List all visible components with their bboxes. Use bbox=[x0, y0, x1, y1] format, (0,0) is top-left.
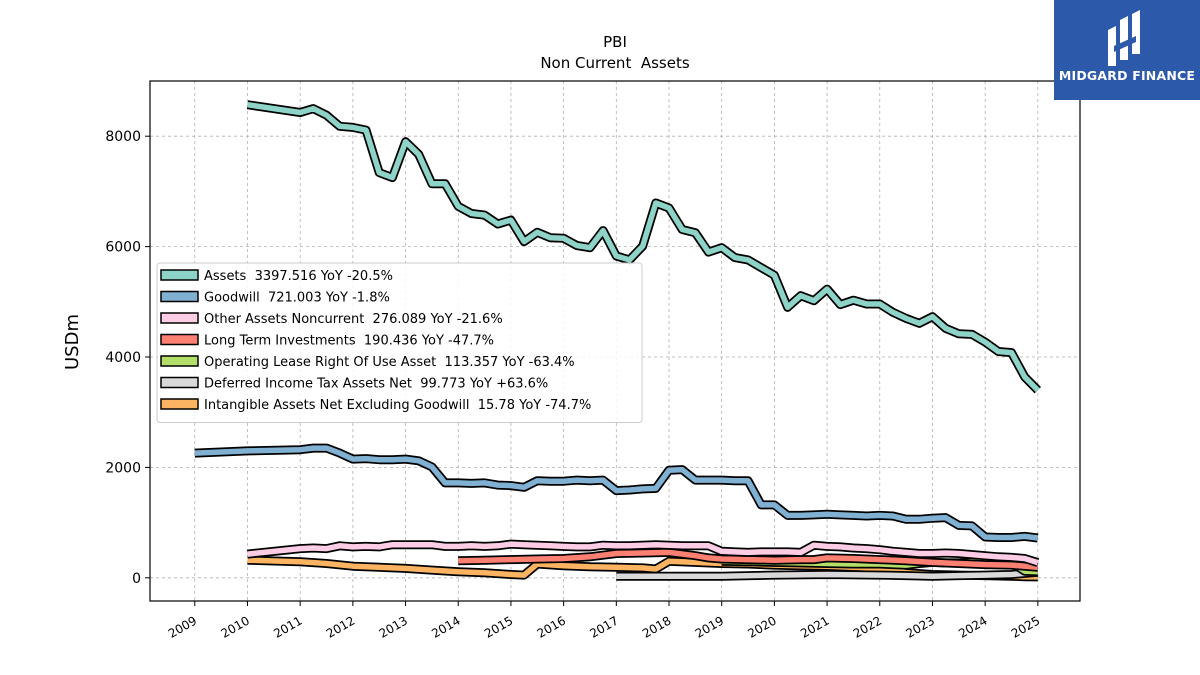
x-tick-label: 2015 bbox=[482, 613, 515, 640]
series-line bbox=[458, 549, 1039, 571]
x-tick-label: 2018 bbox=[640, 613, 673, 640]
x-tick-label: 2022 bbox=[851, 613, 884, 640]
y-tick-label: 8000 bbox=[105, 129, 141, 145]
legend-swatch bbox=[160, 269, 199, 281]
legend-label: Goodwill 721.003 YoY -1.8% bbox=[204, 291, 390, 306]
legend-label: Deferred Income Tax Assets Net 99.773 Yo… bbox=[204, 377, 548, 392]
chart-title: PBI bbox=[603, 33, 627, 51]
y-tick-label: 2000 bbox=[105, 460, 141, 476]
legend-swatch bbox=[160, 355, 199, 367]
legend-label: Other Assets Noncurrent 276.089 YoY -21.… bbox=[204, 312, 503, 327]
legend-swatch bbox=[160, 290, 199, 303]
legend-label: Intangible Assets Net Excluding Goodwill… bbox=[204, 398, 591, 413]
legend-label: Operating Lease Right Of Use Asset 113.3… bbox=[204, 355, 575, 370]
series-goodwill bbox=[194, 443, 1039, 543]
y-tick-label: 0 bbox=[132, 571, 141, 587]
x-tick-label: 2011 bbox=[271, 613, 304, 640]
series-deferred-income-tax-assets-net bbox=[616, 567, 1039, 581]
y-tick-label: 4000 bbox=[105, 350, 141, 366]
legend-box bbox=[156, 262, 643, 423]
x-tick-label: 2012 bbox=[324, 613, 357, 640]
logo-brand-text: MIDGARD FINANCE bbox=[1058, 68, 1196, 83]
series-line bbox=[247, 101, 1040, 393]
x-tick-label: 2023 bbox=[904, 613, 937, 640]
x-tick-label: 2014 bbox=[429, 613, 462, 640]
series-long-term-investments bbox=[458, 547, 1039, 572]
legend-label: Long Term Investments 190.436 YoY -47.7% bbox=[204, 334, 494, 349]
x-tick-label: 2025 bbox=[1009, 613, 1042, 640]
legend-swatch bbox=[160, 398, 199, 410]
y-axis-label: USDm bbox=[62, 314, 83, 370]
chart-subtitle: Non Current Assets bbox=[540, 54, 690, 72]
x-tick-label: 2009 bbox=[166, 613, 199, 640]
x-tick-label: 2019 bbox=[693, 613, 726, 640]
y-tick-label: 6000 bbox=[105, 240, 141, 256]
series-other-assets-noncurrent bbox=[247, 539, 1040, 567]
series-line bbox=[247, 541, 1039, 566]
series-assets bbox=[246, 100, 1042, 394]
plot-frame bbox=[149, 80, 1081, 602]
midgard-finance-logo: MIDGARD FINANCE bbox=[1054, 0, 1200, 100]
midgard-logo-icon bbox=[1108, 10, 1140, 66]
x-tick-label: 2021 bbox=[798, 613, 831, 640]
series-line bbox=[194, 445, 1039, 541]
legend-swatch bbox=[160, 376, 199, 389]
series-layer bbox=[194, 100, 1042, 582]
legend: Assets 3397.516 YoY -20.5% Goodwill 721.0… bbox=[156, 262, 643, 423]
x-tick-label: 2020 bbox=[745, 613, 778, 640]
x-tick-label: 2010 bbox=[219, 613, 252, 640]
legend-swatch bbox=[160, 312, 199, 324]
x-tick-label: 2017 bbox=[587, 613, 620, 640]
series-line bbox=[616, 569, 1039, 579]
legend-swatch bbox=[160, 333, 199, 346]
x-tick-label: 2016 bbox=[535, 613, 568, 640]
x-tick-label: 2024 bbox=[956, 613, 989, 640]
legend-label: Assets 3397.516 YoY -20.5% bbox=[204, 269, 393, 284]
x-tick-label: 2013 bbox=[377, 613, 410, 640]
